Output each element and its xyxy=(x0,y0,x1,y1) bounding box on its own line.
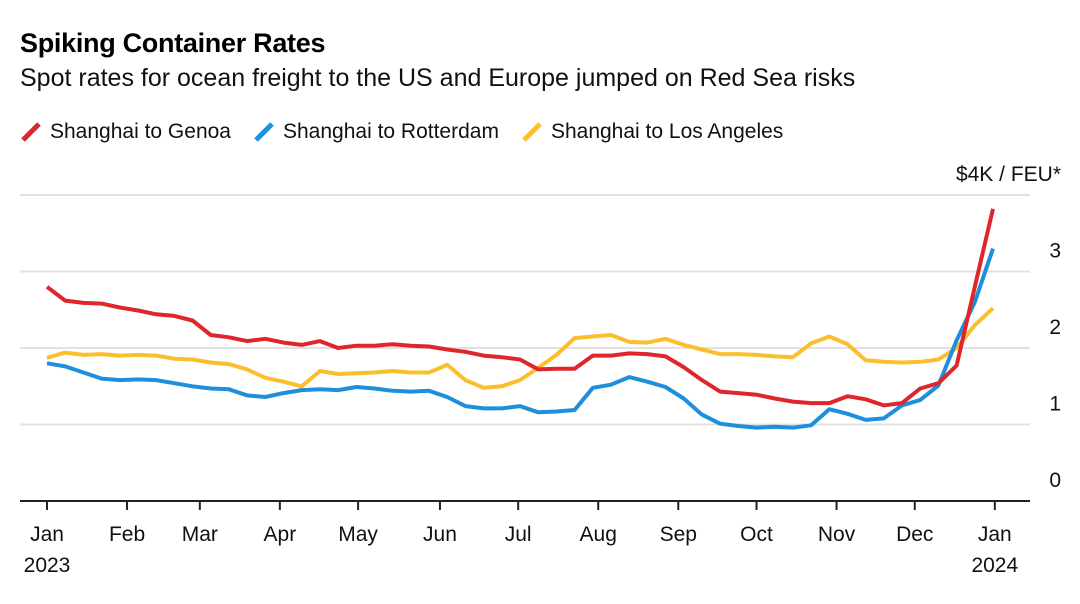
x-tick-label: Dec xyxy=(896,523,933,546)
legend-item-los-angeles: Shanghai to Los Angeles xyxy=(521,120,783,144)
y-tick-label: 3 xyxy=(1049,240,1061,263)
series-line-shanghai-to-los-angeles xyxy=(46,306,995,390)
x-tick-label: Oct xyxy=(740,523,773,546)
legend-label-genoa: Shanghai to Genoa xyxy=(50,120,231,143)
chart-legend: Shanghai to Genoa Shanghai to Rotterdam … xyxy=(20,117,805,147)
x-tick-label: Jan xyxy=(30,523,64,546)
x-tick-label: Mar xyxy=(182,523,218,546)
legend-label-rotterdam: Shanghai to Rotterdam xyxy=(282,120,499,143)
x-tick-label: May xyxy=(338,523,378,546)
chart-subtitle: Spot rates for ocean freight to the US a… xyxy=(20,64,856,92)
y-tick-label: 2 xyxy=(1049,316,1061,339)
x-tick-label: Sep xyxy=(660,523,697,546)
x-tick-year-label: 2024 xyxy=(971,554,1018,577)
x-tick-label: Jul xyxy=(505,523,532,546)
legend-swatch-los-angeles xyxy=(522,122,542,142)
x-tick-label: Jan xyxy=(978,523,1012,546)
x-tick-label: Aug xyxy=(580,523,617,546)
x-tick-label: Apr xyxy=(264,523,297,546)
y-tick-label: 0 xyxy=(1049,469,1061,492)
legend-swatch-rotterdam xyxy=(254,122,274,142)
x-tick-label: Feb xyxy=(109,523,145,546)
legend-label-los-angeles: Shanghai to Los Angeles xyxy=(550,120,784,143)
x-tick-year-label: 2023 xyxy=(24,554,71,577)
x-tick-label: Nov xyxy=(818,523,856,546)
legend-swatch-genoa xyxy=(21,122,41,142)
series-line-shanghai-to-rotterdam xyxy=(46,247,995,430)
y-unit-label: $4K / FEU* xyxy=(956,163,1061,186)
chart-title: Spiking Container Rates xyxy=(20,28,326,58)
y-tick-label: 1 xyxy=(1049,393,1061,416)
series-line-shanghai-to-genoa xyxy=(45,208,995,408)
x-tick-label: Jun xyxy=(423,523,457,546)
legend-item-genoa: Shanghai to Genoa xyxy=(20,120,231,144)
legend-item-rotterdam: Shanghai to Rotterdam xyxy=(253,120,499,144)
